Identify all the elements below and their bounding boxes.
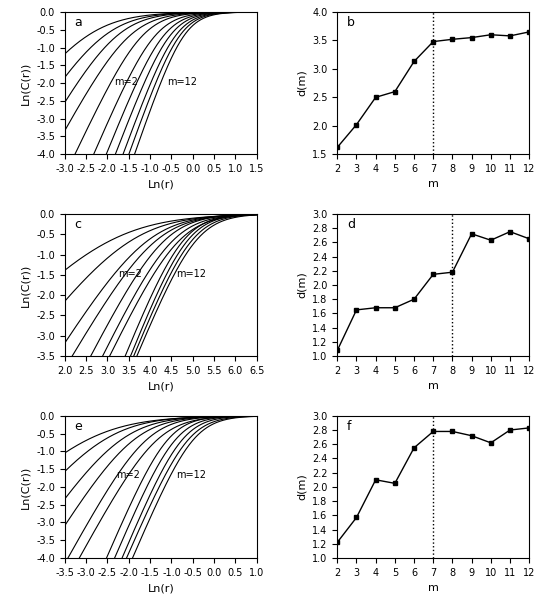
Y-axis label: Ln(C(r)): Ln(C(r)) bbox=[21, 263, 31, 307]
X-axis label: m: m bbox=[428, 382, 438, 391]
Text: m=2: m=2 bbox=[116, 470, 140, 480]
Y-axis label: Ln(C(r)): Ln(C(r)) bbox=[21, 465, 31, 509]
Text: e: e bbox=[75, 420, 82, 433]
Text: m=12: m=12 bbox=[167, 77, 197, 87]
X-axis label: m: m bbox=[428, 179, 438, 190]
Text: m=12: m=12 bbox=[176, 269, 206, 279]
Text: b: b bbox=[347, 16, 355, 29]
Y-axis label: d(m): d(m) bbox=[296, 272, 307, 298]
Text: m=12: m=12 bbox=[176, 470, 206, 480]
X-axis label: Ln(r): Ln(r) bbox=[147, 179, 174, 190]
X-axis label: Ln(r): Ln(r) bbox=[147, 583, 174, 593]
Text: a: a bbox=[75, 16, 82, 29]
Y-axis label: d(m): d(m) bbox=[296, 70, 307, 97]
X-axis label: m: m bbox=[428, 583, 438, 593]
Y-axis label: d(m): d(m) bbox=[296, 473, 307, 500]
Text: m=2: m=2 bbox=[118, 269, 142, 279]
Y-axis label: Ln(C(r)): Ln(C(r)) bbox=[21, 61, 31, 105]
Text: d: d bbox=[347, 218, 355, 231]
Text: f: f bbox=[347, 420, 352, 433]
X-axis label: Ln(r): Ln(r) bbox=[147, 382, 174, 391]
Text: c: c bbox=[75, 218, 82, 231]
Text: m=2: m=2 bbox=[114, 77, 138, 87]
